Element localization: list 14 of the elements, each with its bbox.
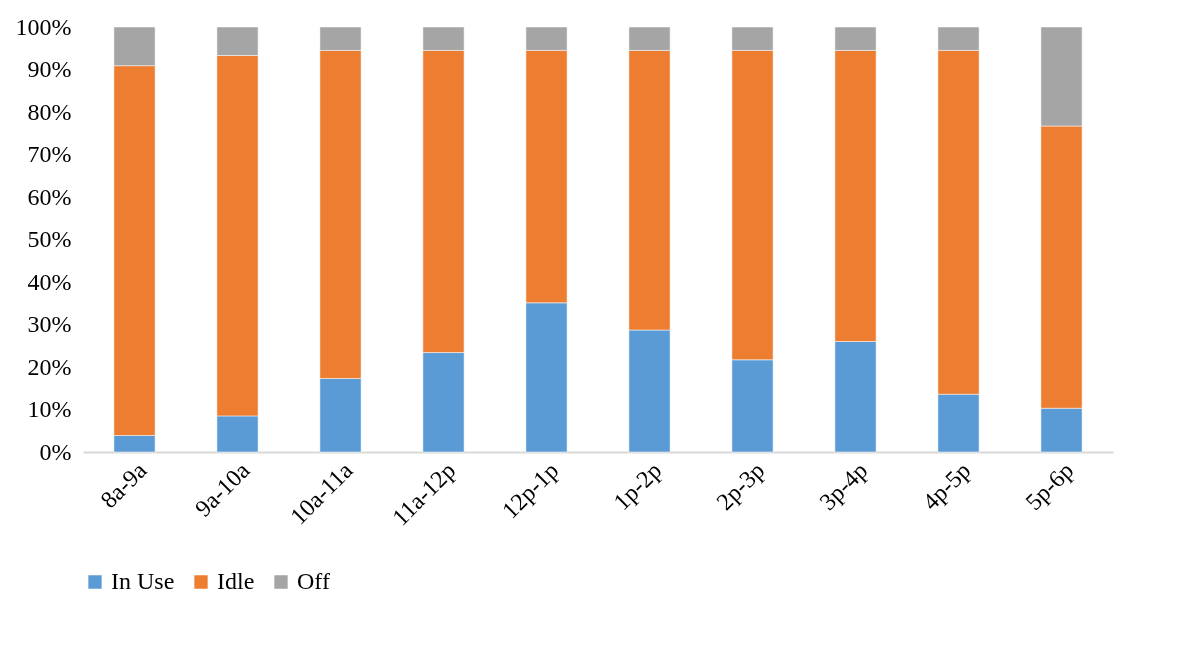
y-tick-label: 70% [27, 141, 72, 167]
y-tick-label: 50% [27, 226, 72, 252]
y-tick-label: 10% [27, 396, 72, 422]
y-tick-label: 60% [27, 183, 72, 210]
y-tick-label: 20% [27, 353, 72, 380]
y-tick-label: 100% [15, 13, 72, 40]
y-tick-label: 80% [27, 98, 72, 125]
y-tick-label: 30% [27, 311, 72, 337]
y-tick-label: 40% [27, 268, 72, 295]
y-tick-label: 0% [39, 438, 72, 465]
legend-label: Idle [217, 568, 255, 594]
legend-label: In Use [111, 568, 175, 594]
legend-label: Off [297, 568, 330, 594]
y-tick-label: 90% [27, 56, 72, 82]
